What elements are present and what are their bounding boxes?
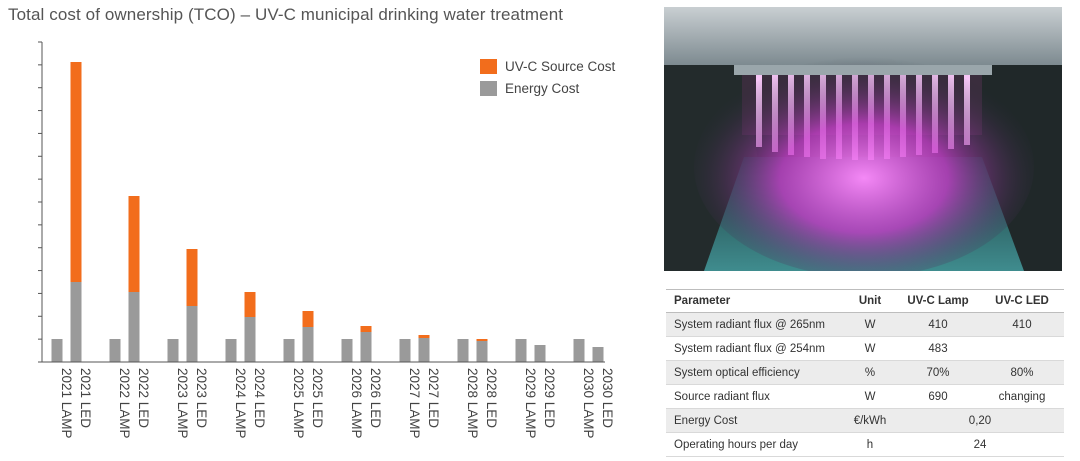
- table-cell: Source radiant flux: [666, 384, 844, 409]
- table-cell: W: [844, 312, 896, 337]
- x-tick-label: 2024 LED: [252, 368, 267, 428]
- bar-energy-cost: [360, 332, 372, 362]
- table-header-row: Parameter Unit UV-C Lamp UV-C LED: [666, 289, 1064, 313]
- x-tick-label: 2024 LAMP: [233, 368, 248, 439]
- bar-energy-cost: [418, 338, 430, 362]
- bar-uv-c-source-cost: [186, 249, 198, 306]
- bar-uv-c-source-cost: [302, 311, 314, 327]
- x-tick-label: 2029 LAMP: [523, 368, 538, 439]
- bar-energy-cost: [51, 339, 63, 362]
- bar-energy-cost: [341, 339, 353, 362]
- table-row: Source radiant flux W 690 changing: [666, 384, 1064, 409]
- table-cell: €/kWh: [844, 408, 896, 433]
- legend-label: UV-C Source Cost: [505, 58, 616, 74]
- legend-item-energy-cost: Energy Cost: [480, 77, 615, 99]
- table-cell: changing: [980, 384, 1064, 409]
- bar-uv-c-source-cost: [476, 339, 488, 341]
- table-row: Operating hours per day h 24: [666, 432, 1064, 457]
- bar-energy-cost: [225, 339, 237, 362]
- x-tick-label: 2029 LED: [542, 368, 557, 428]
- x-tick-label: 2030 LED: [600, 368, 615, 428]
- x-tick-label: 2027 LED: [426, 368, 441, 428]
- bar-uv-c-source-cost: [244, 292, 256, 317]
- legend-swatch-uvc-source-cost: [480, 58, 497, 74]
- bar-energy-cost: [399, 339, 411, 362]
- table-cell-merged: 24: [896, 432, 1064, 457]
- bar-energy-cost: [515, 339, 527, 362]
- table-cell: Operating hours per day: [666, 432, 844, 457]
- bar-energy-cost: [534, 345, 546, 362]
- x-tick-label: 2021 LED: [78, 368, 93, 428]
- column-header-parameter: Parameter: [666, 289, 844, 313]
- column-header-uvc-led: UV-C LED: [980, 289, 1064, 313]
- bar-energy-cost: [283, 339, 295, 362]
- x-tick-label: 2027 LAMP: [407, 368, 422, 439]
- table-cell: 690: [896, 384, 980, 409]
- table-cell: System radiant flux @ 265nm: [666, 312, 844, 337]
- table-cell: System optical efficiency: [666, 360, 844, 385]
- table-row: Energy Cost €/kWh 0,20: [666, 408, 1064, 433]
- table-row: System radiant flux @ 254nm W 483: [666, 336, 1064, 361]
- table-cell: 80%: [980, 360, 1064, 385]
- bar-energy-cost: [128, 292, 140, 362]
- table-cell: System radiant flux @ 254nm: [666, 336, 844, 361]
- x-tick-label: 2030 LAMP: [581, 368, 596, 439]
- x-tick-label: 2026 LAMP: [349, 368, 364, 439]
- table-cell: [980, 336, 1064, 361]
- table-cell: 483: [896, 336, 980, 361]
- bar-energy-cost: [186, 306, 198, 362]
- bar-energy-cost: [244, 317, 256, 362]
- table-cell: 410: [896, 312, 980, 337]
- legend-item-uvc-source-cost: UV-C Source Cost: [480, 55, 615, 77]
- legend-label: Energy Cost: [505, 80, 580, 96]
- table-cell: %: [844, 360, 896, 385]
- bar-group: [51, 62, 604, 362]
- bar-uv-c-source-cost: [70, 62, 82, 282]
- x-tick-label: 2023 LAMP: [175, 368, 190, 439]
- table-row: System optical efficiency % 70% 80%: [666, 360, 1064, 385]
- x-tick-label: 2022 LAMP: [117, 368, 132, 439]
- x-tick-label: 2021 LAMP: [59, 368, 74, 439]
- legend-swatch-energy-cost: [480, 80, 497, 96]
- parameter-table: Parameter Unit UV-C Lamp UV-C LED System…: [666, 289, 1064, 457]
- x-tick-label: 2025 LAMP: [291, 368, 306, 439]
- table-row: System radiant flux @ 265nm W 410 410: [666, 312, 1064, 337]
- x-tick-label: 2023 LED: [194, 368, 209, 428]
- x-tick-label: 2022 LED: [136, 368, 151, 428]
- bar-energy-cost: [302, 327, 314, 362]
- x-tick-label: 2025 LED: [310, 368, 325, 428]
- x-tick-labels: 2021 LAMP 2021 LED 2022 LAMP 2022 LED 2023 L…: [59, 368, 615, 439]
- bar-energy-cost: [573, 339, 585, 362]
- tco-stacked-bar-chart: 2021 LAMP 2021 LED 2022 LAMP 2022 LED 2023 L…: [38, 41, 615, 439]
- bar-uv-c-source-cost: [128, 196, 140, 292]
- x-tick-label: 2028 LAMP: [465, 368, 480, 439]
- column-header-uvc-lamp: UV-C Lamp: [896, 289, 980, 313]
- table-cell: Energy Cost: [666, 408, 844, 433]
- table-cell-merged: 0,20: [896, 408, 1064, 433]
- table-cell: 70%: [896, 360, 980, 385]
- bar-energy-cost: [109, 339, 121, 362]
- bar-energy-cost: [70, 282, 82, 362]
- table-cell: W: [844, 336, 896, 361]
- uvc-reactor-photo: [664, 7, 1062, 271]
- x-tick-label: 2026 LED: [368, 368, 383, 428]
- bar-energy-cost: [457, 339, 469, 362]
- column-header-unit: Unit: [844, 289, 896, 313]
- bar-energy-cost: [476, 341, 488, 362]
- table-cell: h: [844, 432, 896, 457]
- bar-uv-c-source-cost: [418, 335, 430, 338]
- bar-uv-c-source-cost: [360, 326, 372, 332]
- bar-energy-cost: [592, 347, 604, 362]
- y-axis: [38, 41, 43, 363]
- bar-energy-cost: [167, 339, 179, 362]
- table-cell: W: [844, 384, 896, 409]
- table-cell: 410: [980, 312, 1064, 337]
- chart-title: Total cost of ownership (TCO) – UV-C mun…: [8, 5, 564, 24]
- x-tick-label: 2028 LED: [484, 368, 499, 428]
- chart-legend: UV-C Source Cost Energy Cost: [480, 55, 615, 99]
